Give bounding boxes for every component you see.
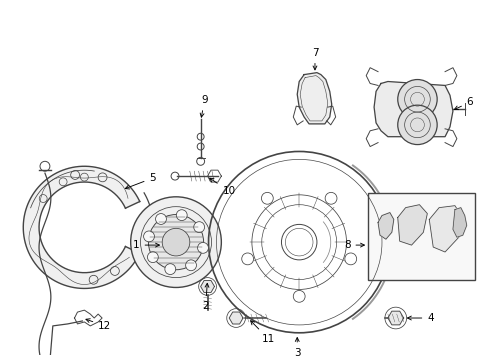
Circle shape: [398, 105, 437, 145]
Circle shape: [197, 242, 208, 253]
Circle shape: [162, 228, 190, 256]
Text: 7: 7: [312, 48, 318, 70]
Circle shape: [147, 252, 158, 262]
Circle shape: [294, 291, 305, 302]
Text: 8: 8: [344, 240, 365, 250]
Polygon shape: [23, 166, 140, 288]
Text: 9: 9: [200, 95, 208, 117]
Text: 10: 10: [210, 178, 236, 196]
Polygon shape: [388, 311, 404, 325]
Circle shape: [148, 215, 204, 270]
Polygon shape: [378, 212, 394, 239]
Text: 11: 11: [250, 321, 275, 344]
Circle shape: [176, 210, 187, 221]
Text: 4: 4: [408, 313, 434, 323]
Circle shape: [398, 80, 437, 119]
Polygon shape: [374, 81, 453, 137]
Polygon shape: [398, 205, 427, 245]
Text: 2: 2: [202, 283, 209, 311]
Circle shape: [144, 231, 154, 242]
Text: 5: 5: [125, 173, 156, 189]
Bar: [368, 193, 475, 280]
Circle shape: [155, 213, 167, 224]
Circle shape: [186, 260, 196, 271]
Circle shape: [242, 253, 253, 265]
Polygon shape: [200, 280, 215, 292]
Polygon shape: [453, 208, 467, 237]
Polygon shape: [297, 73, 332, 124]
Polygon shape: [229, 312, 243, 324]
Text: 6: 6: [454, 97, 473, 109]
Circle shape: [262, 192, 273, 204]
Circle shape: [194, 222, 205, 233]
Text: 3: 3: [294, 338, 300, 357]
Text: 12: 12: [86, 319, 111, 331]
Circle shape: [165, 264, 176, 275]
Text: 1: 1: [133, 240, 159, 250]
Polygon shape: [429, 206, 463, 252]
Circle shape: [281, 224, 317, 260]
Circle shape: [131, 197, 221, 288]
Circle shape: [325, 192, 337, 204]
Circle shape: [345, 253, 357, 265]
